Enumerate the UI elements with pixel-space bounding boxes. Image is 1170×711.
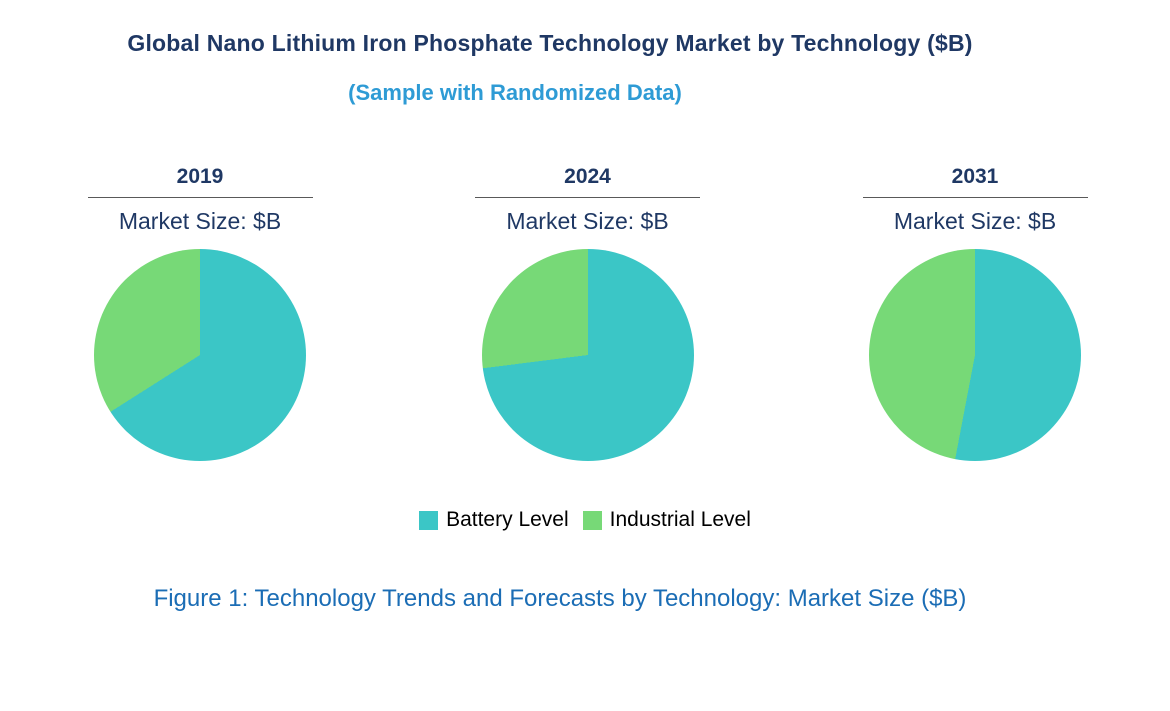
pie-year-label: 2031 — [862, 165, 1088, 198]
battery-level-swatch-icon — [419, 510, 439, 530]
pie-charts-row: 2019 Market Size: $B 2024 Market Size: $… — [40, 165, 1135, 461]
figure-caption: Figure 1: Technology Trends and Forecast… — [153, 585, 967, 612]
legend-item-industrial-level: Industrial Level — [582, 508, 751, 532]
pie-chart-2031: 2031 Market Size: $B — [815, 165, 1135, 461]
pie-chart-2024: 2024 Market Size: $B — [428, 165, 748, 461]
pie-market-size-label: Market Size: $B — [893, 208, 1057, 234]
pie-chart-2019: 2019 Market Size: $B — [40, 165, 360, 461]
pie-market-size-label: Market Size: $B — [118, 208, 282, 234]
pie-market-size-label: Market Size: $B — [506, 208, 669, 234]
page-subtitle: (Sample with Randomized Data) — [348, 80, 682, 105]
legend-item-battery-level: Battery Level — [419, 508, 569, 532]
pie-year-label: 2024 — [475, 165, 700, 198]
pie-2019 — [94, 249, 306, 461]
legend-label: Industrial Level — [609, 508, 751, 531]
industrial-level-swatch-icon — [582, 510, 602, 530]
page-title: Global Nano Lithium Iron Phosphate Techn… — [127, 30, 973, 56]
chart-legend: Battery Level Industrial Level — [0, 508, 1170, 532]
pie-2024 — [481, 249, 694, 461]
pie-2031 — [869, 249, 1081, 461]
legend-label: Battery Level — [446, 508, 569, 531]
pie-year-label: 2019 — [87, 165, 313, 198]
